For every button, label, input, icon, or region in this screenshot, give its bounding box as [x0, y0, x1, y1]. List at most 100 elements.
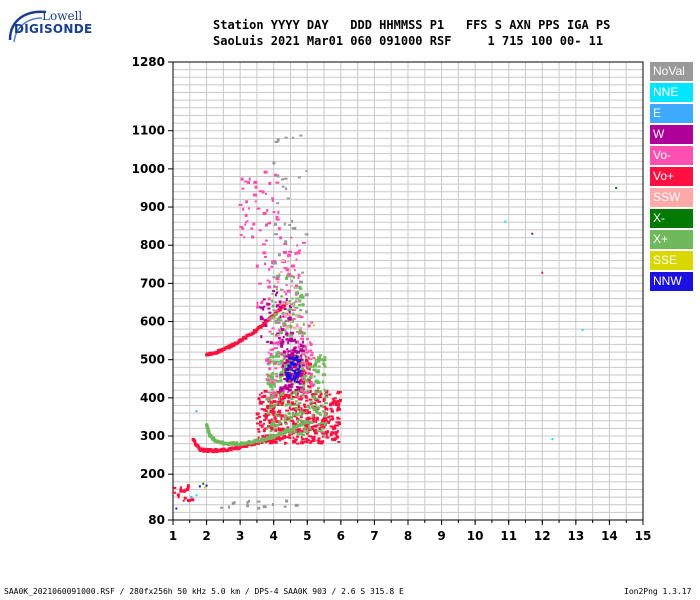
data-point	[271, 371, 274, 375]
data-point	[282, 250, 287, 254]
data-point	[303, 431, 308, 434]
data-point	[273, 394, 278, 397]
data-point	[268, 421, 272, 425]
legend-item-vo-: Vo-	[650, 146, 693, 165]
data-point	[274, 360, 279, 363]
data-point	[262, 505, 267, 509]
data-point	[304, 371, 307, 374]
data-point	[321, 373, 326, 377]
data-point	[325, 419, 328, 422]
data-point	[278, 328, 281, 332]
data-point	[244, 221, 247, 224]
data-point	[274, 173, 278, 177]
data-point	[304, 394, 308, 398]
data-point	[286, 302, 291, 305]
data-point	[288, 418, 291, 422]
data-point	[210, 434, 214, 438]
data-point	[323, 434, 327, 437]
data-point	[257, 441, 261, 445]
data-point	[317, 365, 321, 368]
data-point	[323, 432, 326, 435]
data-point	[262, 422, 265, 425]
data-point	[250, 227, 254, 230]
data-point	[252, 222, 256, 226]
data-point	[267, 363, 270, 366]
data-point	[263, 408, 267, 412]
x-tick-label: 10	[467, 529, 484, 543]
data-point	[278, 331, 283, 335]
data-point	[279, 359, 284, 363]
data-point	[267, 222, 270, 225]
data-point	[297, 331, 302, 335]
data-point	[301, 429, 304, 433]
data-point	[298, 386, 303, 389]
data-point	[277, 334, 281, 337]
data-point	[244, 223, 247, 226]
data-point	[319, 423, 323, 426]
data-point	[300, 356, 303, 360]
data-point	[290, 393, 294, 396]
data-point	[241, 338, 245, 342]
data-point	[325, 417, 328, 421]
data-point	[292, 407, 297, 411]
data-point	[319, 421, 324, 424]
data-point	[319, 441, 324, 445]
data-point	[285, 326, 290, 329]
data-point	[186, 487, 190, 491]
data-point	[293, 377, 297, 380]
data-point	[245, 444, 249, 448]
data-point	[274, 309, 279, 312]
data-point	[296, 442, 300, 445]
data-point	[258, 229, 262, 232]
data-point	[278, 305, 282, 308]
data-point	[309, 441, 313, 444]
data-point	[279, 315, 282, 319]
data-point	[299, 331, 304, 334]
data-point	[280, 305, 284, 309]
data-point	[305, 406, 310, 409]
data-point	[328, 415, 333, 418]
data-point	[296, 433, 300, 436]
data-point	[302, 411, 305, 415]
data-point	[309, 365, 314, 368]
data-point	[273, 222, 277, 226]
data-point	[277, 415, 281, 418]
data-point	[301, 369, 305, 372]
data-point	[338, 422, 342, 426]
data-point	[246, 503, 249, 506]
legend-item-nnw: NNW	[650, 272, 693, 291]
data-point	[309, 401, 313, 405]
data-point	[276, 343, 280, 346]
data-point	[285, 292, 288, 296]
data-point	[311, 416, 316, 419]
data-point	[310, 406, 314, 409]
footer-file-info: SAA0K_2021060091000.RSF / 280fx256h 50 k…	[4, 587, 404, 596]
data-point	[247, 181, 251, 185]
data-point	[286, 426, 290, 429]
y-tick-label: 300	[140, 429, 165, 443]
data-point	[297, 285, 302, 289]
data-point	[269, 375, 274, 379]
data-point	[287, 273, 292, 276]
data-point	[302, 388, 306, 391]
data-point	[275, 392, 279, 395]
data-point	[285, 187, 288, 191]
data-point	[291, 356, 296, 360]
data-point	[310, 393, 314, 396]
data-point	[290, 376, 293, 380]
x-tick-label: 6	[337, 529, 345, 543]
data-point	[288, 310, 291, 314]
data-point	[295, 374, 299, 378]
data-point	[312, 401, 317, 404]
data-point	[259, 317, 264, 321]
data-point	[298, 303, 302, 306]
x-tick-label: 1	[169, 529, 177, 543]
data-point	[298, 343, 302, 346]
data-point	[278, 319, 283, 322]
x-tick-label: 14	[601, 529, 618, 543]
data-point	[329, 425, 332, 428]
data-point	[290, 419, 293, 422]
data-point	[286, 394, 291, 398]
data-point	[270, 395, 275, 399]
data-point	[284, 384, 287, 388]
